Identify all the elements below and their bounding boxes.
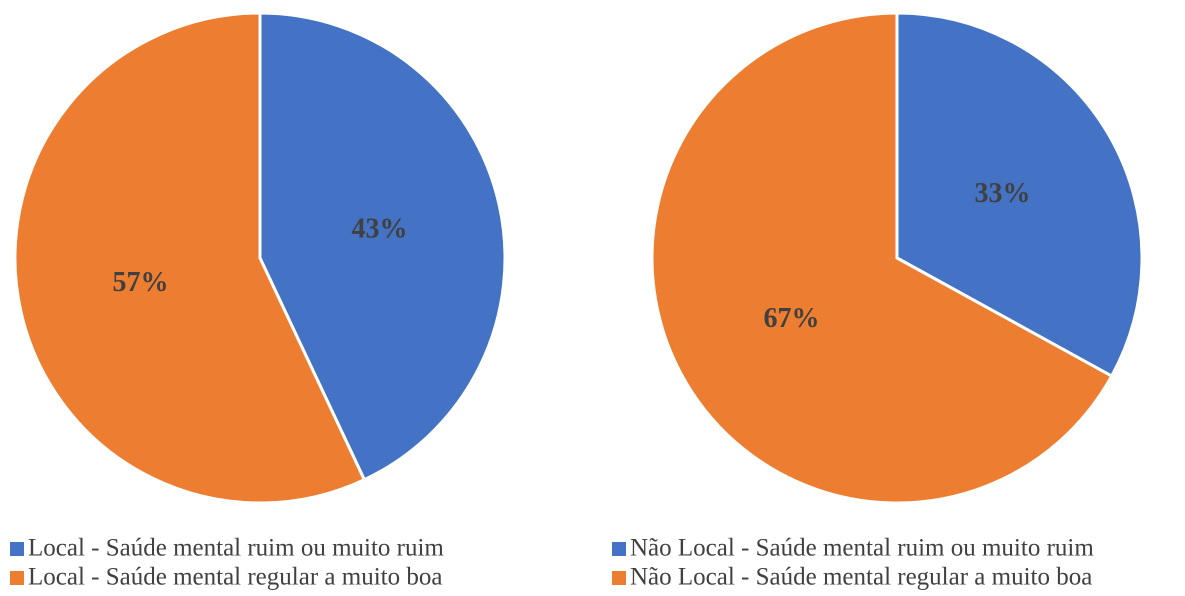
value-label: 67% — [764, 303, 820, 334]
value-label: 33% — [974, 178, 1030, 209]
pie-slice — [13, 11, 367, 505]
legend-label: Não Local - Saúde mental ruim ou muito r… — [630, 535, 1094, 562]
value-label: 43% — [352, 214, 408, 245]
pie-slice — [895, 11, 1144, 379]
value-label: 57% — [112, 267, 168, 298]
legend-swatch — [10, 571, 24, 585]
legend-label: Não Local - Saúde mental regular a muito… — [630, 564, 1092, 591]
legend-swatch — [612, 542, 626, 556]
legend-swatch — [612, 571, 626, 585]
legend-swatch — [10, 542, 24, 556]
pie-slice — [650, 11, 1114, 505]
legend-label: Local - Saúde mental regular a muito boa — [28, 564, 442, 591]
legend-label: Local - Saúde mental ruim ou muito ruim — [28, 535, 444, 562]
pie-slice — [258, 11, 507, 482]
